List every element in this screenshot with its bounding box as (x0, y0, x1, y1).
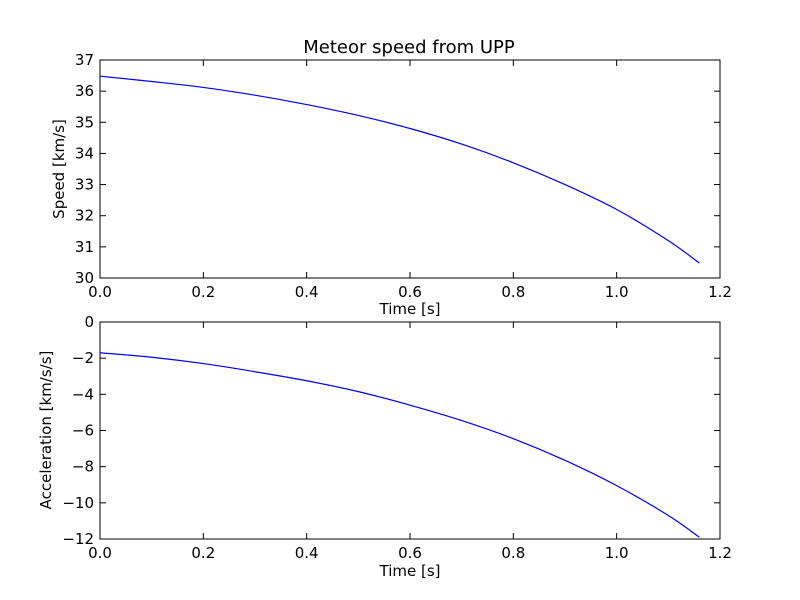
speed-chart: Meteor speed from UPP 0.0 0.2 0.4 0.6 0.8 1.0… (50, 37, 732, 318)
acceleration-series-line (99, 352, 700, 538)
acceleration-x-tick-label: 1.0 (605, 544, 629, 562)
speed-x-tick-label: 0.6 (398, 283, 422, 301)
speed-tick-labels: 0.0 0.2 0.4 0.6 0.8 1.0 1.2 30 31 32 33 34 35 36 37 (75, 51, 732, 301)
acceleration-x-tick-label: 0.4 (295, 544, 319, 562)
speed-y-tick-label: 30 (75, 269, 94, 287)
speed-x-axis-label: Time [s] (379, 300, 441, 318)
acceleration-y-tick-label: −8 (72, 458, 94, 476)
speed-x-tick-label: 0.8 (501, 283, 525, 301)
acceleration-x-tick-label: 0.8 (501, 544, 525, 562)
speed-y-tick-label: 32 (75, 207, 94, 225)
speed-y-tick-label: 35 (75, 113, 94, 131)
speed-chart-title: Meteor speed from UPP (303, 37, 515, 58)
speed-y-tick-label: 33 (75, 176, 94, 194)
acceleration-chart: 0.0 0.2 0.4 0.6 0.8 1.0 1.2 0 −2 −4 −6 −8 −10 −12 Tim… (37, 313, 732, 580)
acceleration-x-tick-label: 0.0 (88, 544, 112, 562)
acceleration-y-tick-label: −12 (62, 530, 94, 548)
speed-ticks (99, 59, 721, 279)
speed-x-tick-label: 1.2 (708, 283, 732, 301)
acceleration-y-axis-label: Acceleration [km/s/s] (37, 351, 55, 510)
acceleration-y-tick-label: −10 (62, 494, 94, 512)
speed-x-tick-label: 0.4 (295, 283, 319, 301)
speed-y-tick-label: 37 (75, 51, 94, 69)
speed-y-tick-label: 31 (75, 238, 94, 256)
acceleration-x-tick-label: 0.2 (191, 544, 215, 562)
speed-x-tick-label: 1.0 (605, 283, 629, 301)
acceleration-y-tick-label: −4 (72, 385, 94, 403)
acceleration-y-tick-label: 0 (84, 313, 94, 331)
speed-series-line (99, 75, 700, 264)
acceleration-x-axis-label: Time [s] (379, 562, 441, 580)
speed-y-tick-label: 36 (75, 82, 94, 100)
speed-x-tick-label: 0.0 (88, 283, 112, 301)
speed-y-axis-label: Speed [km/s] (50, 119, 68, 219)
acceleration-y-tick-label: −6 (72, 422, 94, 440)
acceleration-x-tick-label: 1.2 (708, 544, 732, 562)
acceleration-tick-labels: 0.0 0.2 0.4 0.6 0.8 1.0 1.2 0 −2 −4 −6 −8 −10 −12 (62, 313, 732, 562)
acceleration-x-tick-label: 0.6 (398, 544, 422, 562)
acceleration-y-tick-label: −2 (72, 349, 94, 367)
speed-y-tick-label: 34 (75, 144, 94, 162)
speed-x-tick-label: 0.2 (191, 283, 215, 301)
acceleration-ticks (99, 321, 721, 540)
